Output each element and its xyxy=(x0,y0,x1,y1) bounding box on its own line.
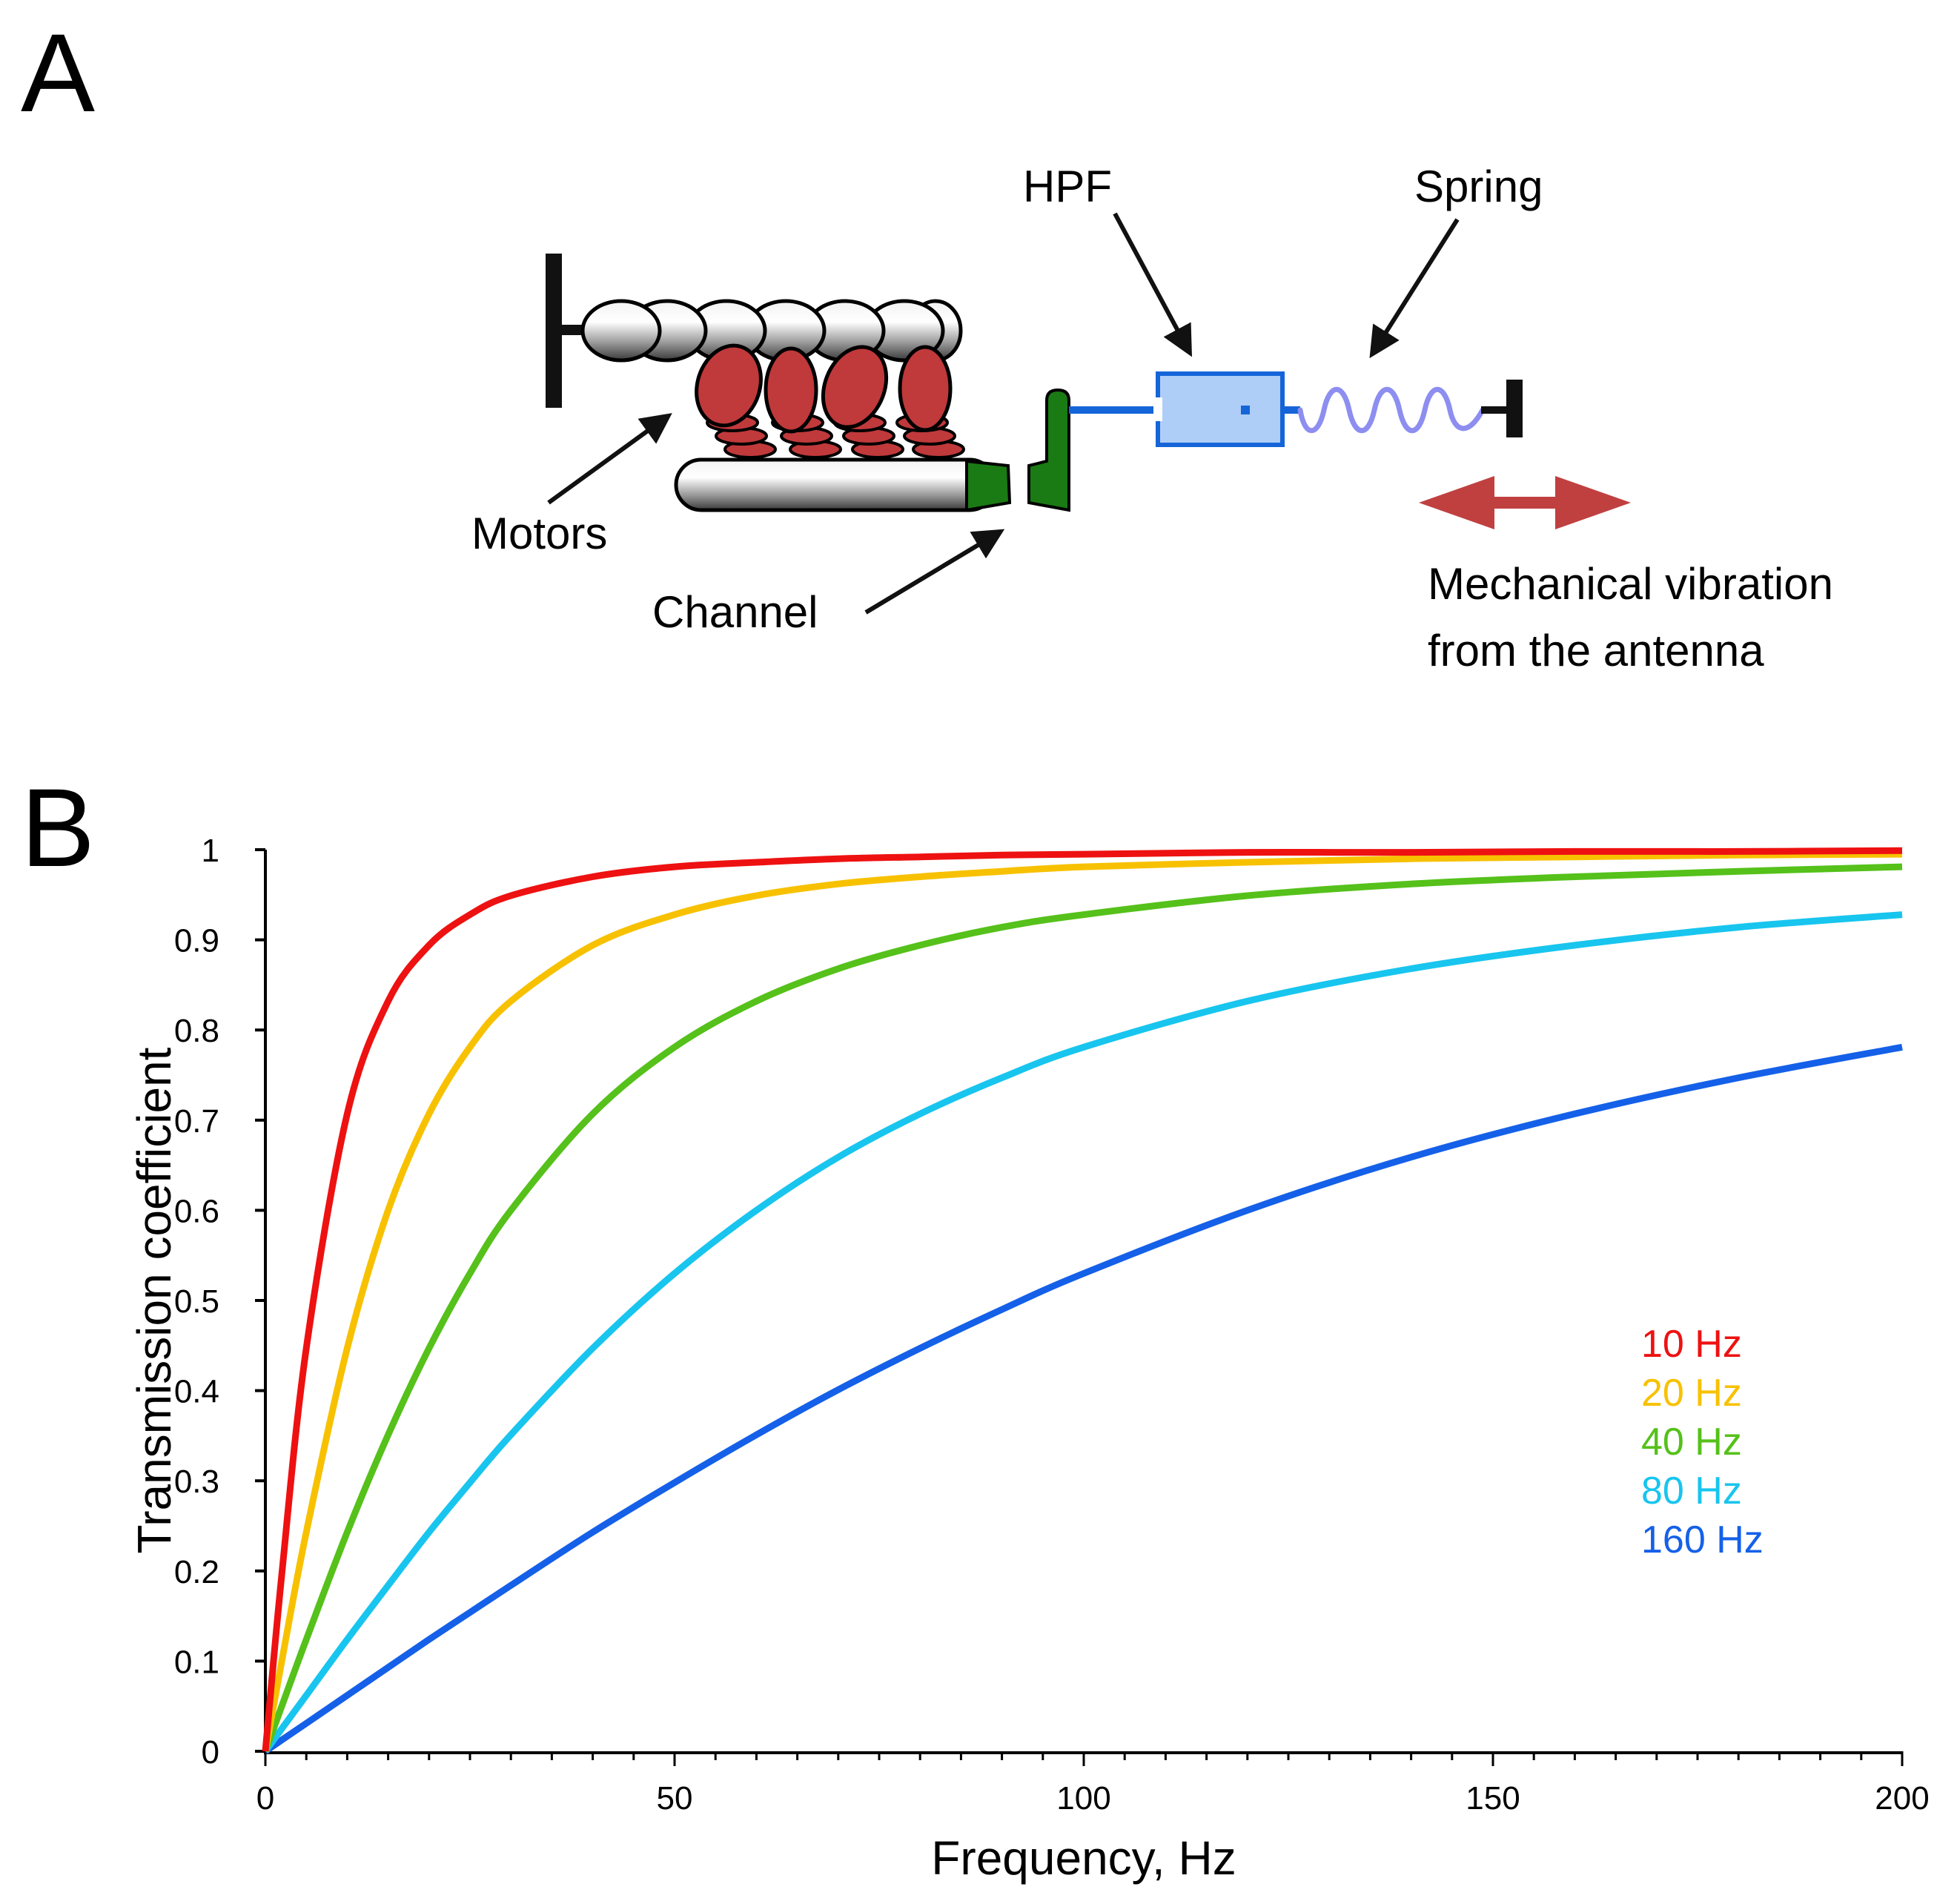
channel-shape xyxy=(965,388,1070,512)
channel-pointer-arrow xyxy=(864,529,1005,615)
x-tick-label: 150 xyxy=(1466,1780,1520,1817)
x-tick-label: 0 xyxy=(256,1780,274,1817)
motors-label: Motors xyxy=(471,509,607,558)
legend-entry: 80 Hz xyxy=(1641,1470,1742,1513)
series-lines xyxy=(262,847,1903,1754)
y-tick-label: 0.4 xyxy=(174,1374,219,1410)
y-tick-label: 0.7 xyxy=(174,1103,219,1140)
x-axis-label: Frequency, Hz xyxy=(931,1831,1236,1885)
thick-filament xyxy=(674,457,997,512)
motor-head-1 xyxy=(695,343,777,459)
panel-a: A xyxy=(21,10,1833,675)
series-line-20-hz xyxy=(262,850,1903,1752)
y-tick-label: 0.3 xyxy=(174,1464,219,1500)
hpf-dashpot xyxy=(1153,371,1285,447)
spring-label: Spring xyxy=(1414,162,1543,211)
y-tick-label: 0.5 xyxy=(174,1283,219,1320)
vibration-arrow xyxy=(1419,476,1631,529)
legend-entry: 10 Hz xyxy=(1641,1323,1742,1366)
vibration-label-line1: Mechanical vibration xyxy=(1428,559,1833,609)
series-line-160-hz xyxy=(263,1043,1903,1754)
y-tick-label: 0.9 xyxy=(174,923,219,959)
spring-anchor-stem xyxy=(1481,406,1509,414)
series-line-10-hz xyxy=(262,847,1903,1752)
myosin-motors xyxy=(695,343,965,459)
y-tick-label: 1 xyxy=(202,833,219,869)
z-disc-stem xyxy=(562,325,583,335)
x-tick-label: 200 xyxy=(1875,1780,1929,1817)
x-tick-label: 100 xyxy=(1056,1780,1110,1817)
motor-head-4 xyxy=(895,345,965,459)
y-tick-label: 0.1 xyxy=(174,1644,219,1680)
x-axis: 0 50 100 150 200 Frequency, Hz xyxy=(256,1751,1930,1885)
series-line-80-hz xyxy=(262,911,1903,1753)
channel-label: Channel xyxy=(652,587,818,637)
z-disc-bar xyxy=(546,254,562,408)
motor-head-2 xyxy=(764,346,842,459)
y-tick-label: 0 xyxy=(202,1734,219,1771)
legend-entry: 20 Hz xyxy=(1641,1372,1742,1415)
legend: 10 Hz 20 Hz 40 Hz 80 Hz 160 Hz xyxy=(1641,1323,1764,1561)
x-tick-label: 50 xyxy=(657,1780,693,1817)
hpf-pointer-arrow xyxy=(1113,212,1192,357)
chart: 0 0.1 0.2 0.3 0.4 0.5 0.6 0.7 0.8 0.9 1 Transmissi… xyxy=(128,833,1930,1885)
motor-head-3 xyxy=(821,345,904,459)
legend-entry: 160 Hz xyxy=(1641,1518,1764,1561)
actin-filament-top xyxy=(580,299,963,363)
y-tick-label: 0.6 xyxy=(174,1193,219,1229)
motors-pointer-arrow xyxy=(547,413,672,505)
y-axis: 0 0.1 0.2 0.3 0.4 0.5 0.6 0.7 0.8 0.9 1 Transmissi… xyxy=(128,833,267,1771)
panel-b: B 0 0.1 0.2 0.3 0.4 0.5 0.6 0.7 0.8 0.9 1 Transmis… xyxy=(21,765,1930,1885)
spring-pointer-arrow xyxy=(1369,218,1460,359)
y-ticks: 0 0.1 0.2 0.3 0.4 0.5 0.6 0.7 0.8 0.9 1 xyxy=(174,833,265,1771)
y-axis-label: Transmission coefficient xyxy=(128,1047,181,1553)
spring-coil xyxy=(1297,386,1486,434)
legend-entry: 40 Hz xyxy=(1641,1421,1742,1464)
x-ticks: 0 50 100 150 200 xyxy=(256,1751,1930,1817)
y-tick-label: 0.8 xyxy=(174,1013,219,1049)
vibration-label-line2: from the antenna xyxy=(1428,626,1764,675)
series-line-40-hz xyxy=(262,863,1903,1753)
y-tick-label: 0.2 xyxy=(174,1554,219,1590)
spring-anchor-bar xyxy=(1506,380,1523,437)
hpf-label: HPF xyxy=(1023,162,1112,211)
panel-b-letter: B xyxy=(21,765,95,890)
panel-a-letter: A xyxy=(21,10,95,135)
hpf-spring-link xyxy=(1282,406,1300,414)
